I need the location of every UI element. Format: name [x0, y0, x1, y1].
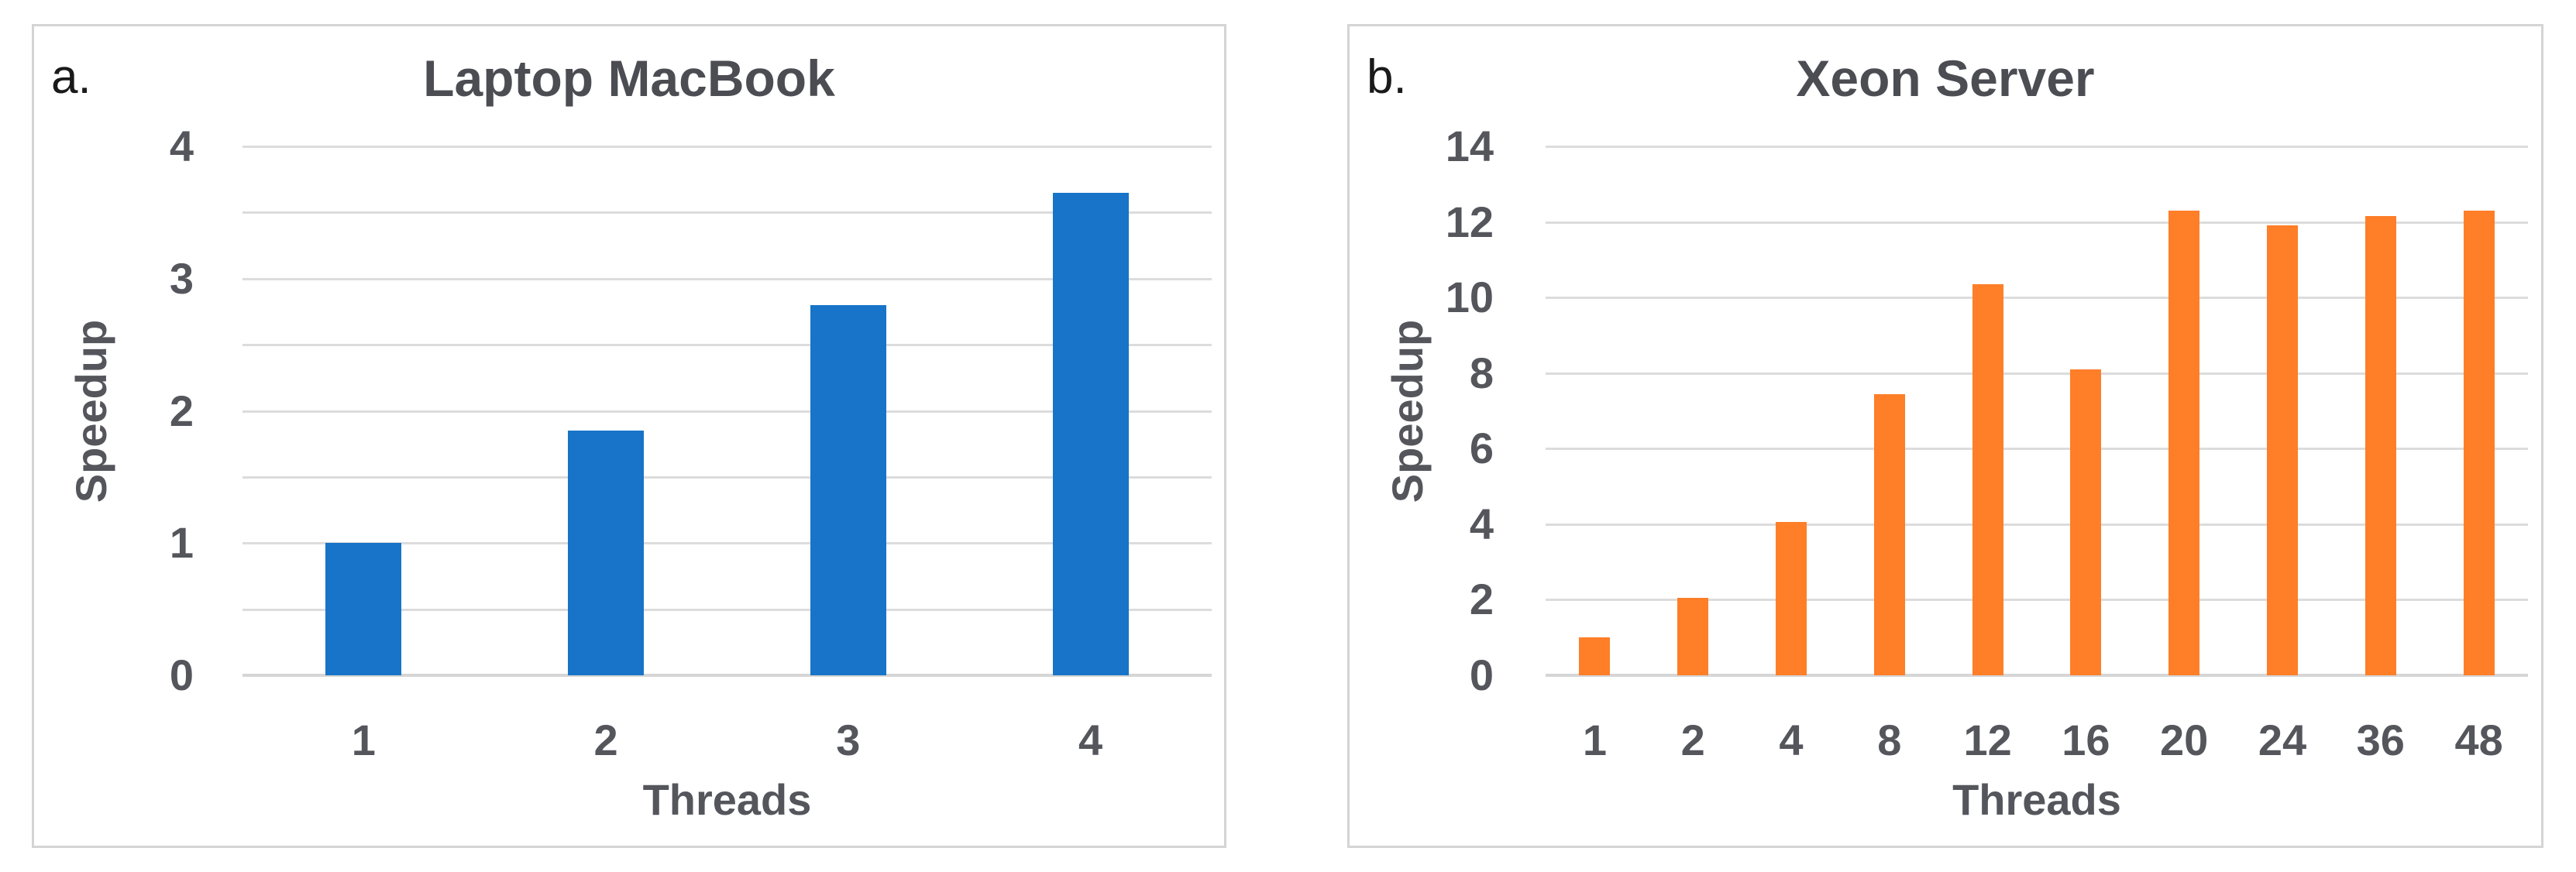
bar	[1873, 393, 1905, 675]
x-tick-label: 2	[593, 716, 618, 764]
bar	[568, 431, 645, 675]
gridline	[242, 211, 1212, 215]
gridline	[242, 146, 1212, 148]
y-tick-label: 6	[1469, 424, 1494, 473]
bar	[1776, 522, 1807, 675]
bar	[2168, 210, 2200, 675]
gridline	[1546, 599, 2528, 602]
bar	[325, 543, 402, 675]
gridline	[242, 542, 1212, 545]
chart-panel-xeon-server: b. Xeon Server Speedup Threads 14 12 10 8 6 4…	[1347, 24, 2543, 848]
plot-area	[1546, 146, 2528, 677]
y-tick-label: 1	[169, 518, 194, 568]
panel-corner-label: b.	[1367, 50, 1407, 104]
x-tick-label: 48	[2454, 716, 2503, 764]
bar	[2267, 225, 2298, 675]
x-tick-label: 12	[1963, 716, 2012, 764]
bar	[1677, 598, 1709, 675]
x-tick-label: 8	[1877, 716, 1902, 764]
y-tick-label: 10	[1445, 273, 1494, 322]
bar	[810, 304, 886, 675]
x-tick-label: 2	[1680, 716, 1705, 764]
x-tick-label: 36	[2356, 716, 2405, 764]
y-tick-label: 3	[169, 253, 194, 303]
y-tick-label: 14	[1445, 122, 1494, 170]
gridline	[242, 277, 1212, 280]
x-tick-label: 1	[1582, 716, 1607, 764]
x-axis-title: Threads	[1952, 775, 2121, 824]
y-tick-label: 8	[1469, 348, 1494, 397]
y-tick-label: 2	[1469, 575, 1494, 624]
bar	[2070, 369, 2102, 675]
gridline	[1546, 523, 2528, 526]
x-axis-line	[1546, 674, 2528, 677]
y-tick-label: 2	[169, 386, 194, 435]
gridline	[242, 608, 1212, 611]
x-tick-label: 24	[2258, 716, 2307, 764]
x-tick-label: 16	[2062, 716, 2110, 764]
bar	[1052, 192, 1129, 675]
x-tick-label: 20	[2160, 716, 2209, 764]
x-tick-label: 4	[1078, 716, 1103, 764]
x-axis-line	[242, 674, 1212, 677]
chart-title: Laptop MacBook	[423, 50, 835, 107]
bar	[1972, 284, 2003, 675]
y-tick-label: 12	[1445, 197, 1494, 246]
bar	[2463, 210, 2495, 675]
bar	[1579, 637, 1611, 675]
x-tick-label: 1	[351, 716, 376, 764]
x-axis-title: Threads	[642, 775, 812, 824]
plot-area	[242, 146, 1212, 677]
gridline	[1546, 448, 2528, 451]
gridline	[242, 344, 1212, 347]
y-tick-label: 0	[1469, 651, 1494, 699]
bar	[2364, 216, 2396, 675]
gridline	[1546, 372, 2528, 375]
gridline	[242, 410, 1212, 413]
y-tick-label: 4	[1469, 499, 1494, 548]
gridline	[1546, 146, 2528, 148]
y-tick-label: 0	[169, 651, 194, 699]
panel-corner-label: a.	[51, 50, 91, 104]
x-tick-label: 3	[836, 716, 861, 764]
x-tick-label: 4	[1779, 716, 1804, 764]
y-tick-label: 4	[169, 122, 194, 170]
chart-title: Xeon Server	[1796, 50, 2095, 107]
gridline	[1546, 221, 2528, 224]
gridline	[1546, 297, 2528, 300]
gridline	[242, 475, 1212, 479]
